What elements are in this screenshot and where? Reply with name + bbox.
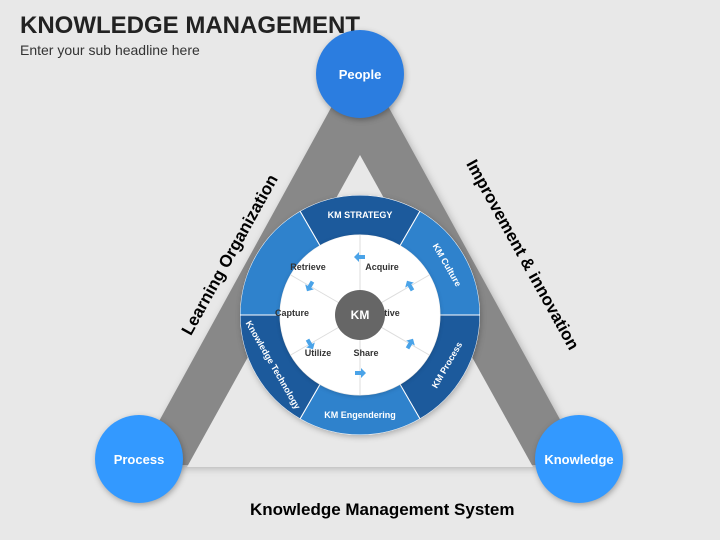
cycle-arrow-icon: [353, 366, 367, 380]
inner-label: Share: [353, 348, 378, 358]
inner-label: Capture: [275, 308, 309, 318]
outer-seg-label: KM Engendering: [324, 410, 396, 420]
cycle-arrow-icon: [353, 250, 367, 264]
outer-seg-label: KM STRATEGY: [328, 210, 393, 220]
km-wheel: KM STRATEGYKM CultureKM ProcessKM Engend…: [240, 195, 480, 435]
vertex-right: Knowledge: [535, 415, 623, 503]
diagram-stage: Learning Organization Improvement & inno…: [0, 0, 720, 540]
vertex-top: People: [316, 30, 404, 118]
center-circle: KM: [335, 290, 385, 340]
inner-label: Acquire: [365, 262, 399, 272]
vertex-left: Process: [95, 415, 183, 503]
side-label-bottom: Knowledge Management System: [250, 500, 515, 520]
inner-label: Retrieve: [290, 262, 326, 272]
